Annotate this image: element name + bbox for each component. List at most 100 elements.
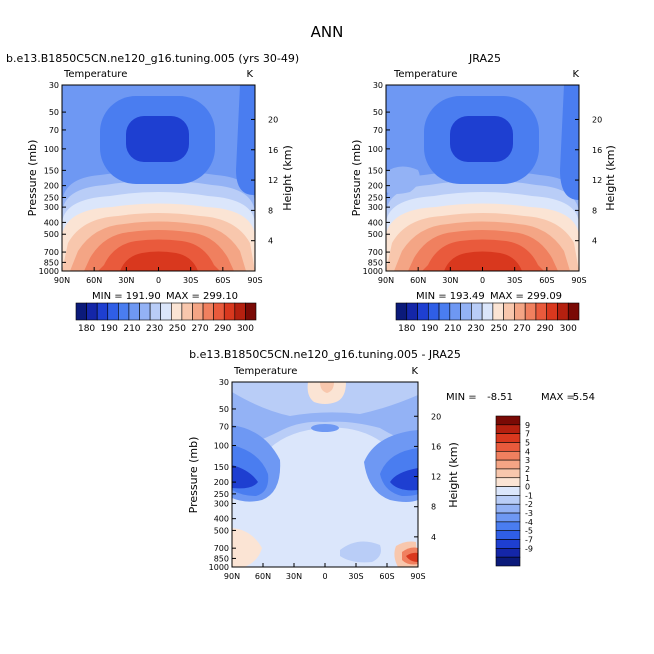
x-tick-label: 30S <box>507 276 522 285</box>
temp-region-coldest <box>450 116 513 162</box>
plot-obs: 3050701001502002503004005007008501000201… <box>350 81 617 334</box>
temp-region <box>120 251 198 271</box>
colorbar-swatch <box>438 302 451 321</box>
p-tick-label: 300 <box>368 203 383 212</box>
colorbar-label: -3 <box>525 509 533 518</box>
colorbar-swatch <box>86 302 98 321</box>
colorbar-swatch <box>139 302 151 321</box>
variable-label-model: Temperature <box>63 69 127 80</box>
y-axis-label-model: Pressure (mb) <box>26 140 39 217</box>
h-tick-label: 16 <box>592 146 602 155</box>
colorbar-swatch <box>503 302 515 321</box>
colorbar-label: 1 <box>525 474 530 483</box>
colorbar-label: 290 <box>214 324 231 334</box>
colorbar-swatch <box>449 302 461 321</box>
contour-fill-model <box>62 85 255 271</box>
p-tick-label: 50 <box>373 108 383 117</box>
p-tick-label: 700 <box>214 544 229 553</box>
diff-region-warm <box>307 382 346 404</box>
colorbar-swatch <box>213 302 225 321</box>
max-label-obs: MAX = 299.09 <box>490 291 562 302</box>
page-title: ANN <box>311 23 344 41</box>
h-tick-label: 12 <box>592 176 602 185</box>
colorbar-swatch <box>107 302 119 321</box>
diff-region-warm <box>320 382 334 393</box>
y-axis-label-obs: Pressure (mb) <box>350 140 363 217</box>
colorbar-label: -1 <box>525 491 533 500</box>
p-tick-label: 100 <box>44 145 59 154</box>
colorbar-swatch <box>128 302 140 321</box>
h-tick-label: 4 <box>592 237 597 246</box>
p-tick-label: 700 <box>368 248 383 257</box>
colorbar-label: 270 <box>191 324 208 334</box>
colorbar-swatch <box>492 302 504 321</box>
colorbar-label: 180 <box>398 324 415 334</box>
colorbar-swatch <box>495 556 521 567</box>
h-tick-label: 8 <box>431 503 436 512</box>
temp-region-arctic <box>386 166 420 194</box>
y2-axis-label-obs: Height (km) <box>604 145 617 211</box>
h-tick-label: 8 <box>268 206 273 215</box>
colorbar-swatch <box>495 486 521 496</box>
colorbar-swatch <box>557 302 569 321</box>
diff-region <box>232 465 258 489</box>
diff-region <box>390 468 418 491</box>
colorbar-swatch <box>495 503 521 514</box>
colorbar-swatch <box>149 302 162 321</box>
colorbar-swatch <box>202 302 214 321</box>
diff-region-warm <box>232 528 262 567</box>
p-tick-label: 100 <box>368 145 383 154</box>
colorbar-swatch <box>495 424 521 434</box>
colorbar-swatch <box>75 302 87 321</box>
h-tick-label: 4 <box>268 237 273 246</box>
diff-region-warm <box>406 552 418 562</box>
x-tick-label: 0 <box>480 276 485 285</box>
x-tick-label: 60S <box>379 572 394 581</box>
p-tick-label: 30 <box>49 81 59 90</box>
contour-fill-diff <box>232 382 418 567</box>
h-tick-label: 4 <box>431 533 436 542</box>
plot-diff: 3050701001502002503004005007008501000201… <box>187 378 595 581</box>
p-tick-label: 300 <box>44 203 59 212</box>
colorbar-swatch <box>181 302 193 321</box>
x-tick-label: 0 <box>322 572 327 581</box>
h-tick-label: 12 <box>431 473 441 482</box>
diff-region <box>340 541 381 563</box>
p-tick-label: 400 <box>214 515 229 524</box>
p-tick-label: 400 <box>44 218 59 227</box>
max-label-diff: MAX = <box>541 392 575 403</box>
p-tick-label: 500 <box>368 230 383 239</box>
colorbar-label: -7 <box>525 536 533 545</box>
colorbar-swatch <box>160 302 172 321</box>
p-tick-label: 200 <box>368 182 383 191</box>
min-label-diff: MIN = <box>446 392 477 403</box>
h-tick-label: 16 <box>431 442 441 451</box>
p-tick-label: 850 <box>214 554 229 563</box>
p-tick-label: 1000 <box>39 267 59 276</box>
p-tick-label: 70 <box>373 126 383 135</box>
x-tick-label: 60S <box>539 276 554 285</box>
x-tick-label: 30N <box>286 572 302 581</box>
colorbar-label: 210 <box>444 324 461 334</box>
colorbar-label: 270 <box>514 324 531 334</box>
colorbar-swatch <box>118 302 130 321</box>
colorbar-swatch <box>495 442 521 452</box>
colorbar-swatch <box>234 302 246 321</box>
diff-region <box>232 382 418 482</box>
p-tick-label: 850 <box>44 258 59 267</box>
p-tick-label: 850 <box>368 258 383 267</box>
colorbar-swatch <box>417 302 429 321</box>
panel-title-model: b.e13.B1850C5CN.ne120_g16.tuning.005 (yr… <box>6 52 299 65</box>
colorbar-label: -9 <box>525 544 533 553</box>
p-tick-label: 500 <box>44 230 59 239</box>
h-tick-label: 8 <box>592 206 597 215</box>
x-tick-label: 90N <box>224 572 240 581</box>
colorbar-label: 5 <box>525 438 530 447</box>
p-tick-label: 250 <box>214 490 229 499</box>
variable-label-obs: Temperature <box>393 69 457 80</box>
variable-label-diff: Temperature <box>233 366 297 377</box>
colorbar-swatch <box>495 415 521 426</box>
